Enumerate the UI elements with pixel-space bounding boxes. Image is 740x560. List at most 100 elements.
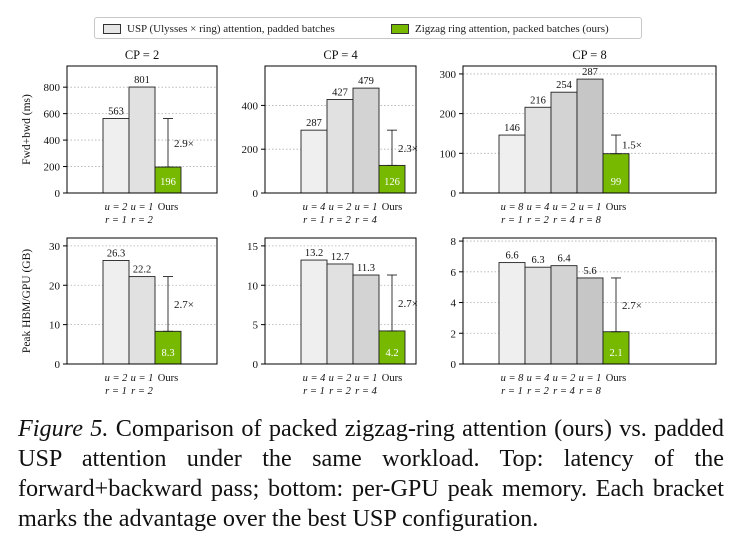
data-label-2-0: 146 — [504, 123, 520, 134]
panel-title-2: CP = 8 — [572, 48, 606, 62]
y-tick-label-0-3: 600 — [44, 109, 61, 121]
y-tick-label-3-0: 0 — [55, 359, 61, 371]
x-tick-label-2-2-0: u = 2 — [553, 202, 577, 213]
panel-title-1: CP = 4 — [323, 48, 358, 62]
x-tick-label-5-3-0: u = 1 — [579, 373, 602, 384]
y-tick-label-4-0: 0 — [253, 359, 259, 371]
x-tick-label-1-1-0: u = 2 — [329, 202, 353, 213]
x-tick-label-5-2-1: r = 4 — [553, 386, 575, 397]
x-tick-label-2-0-0: u = 8 — [501, 202, 525, 213]
y-tick-label-0-1: 200 — [44, 162, 61, 174]
x-tick-label-3-1-1: r = 2 — [131, 386, 153, 397]
y-tick-label-1-0: 0 — [253, 188, 259, 200]
x-tick-label-2-0-1: r = 1 — [501, 215, 523, 226]
x-tick-label-4-2-0: u = 1 — [355, 373, 378, 384]
x-tick-label-2-2-1: r = 4 — [553, 215, 575, 226]
x-tick-label-0-0-0: u = 2 — [105, 202, 129, 213]
bar-3-1 — [128, 276, 156, 365]
bar-0-0 — [102, 118, 130, 194]
x-tick-label-1-2-0: u = 1 — [355, 202, 378, 213]
y-tick-label-5-0: 0 — [451, 359, 457, 371]
y-axis-label-0: Fwd+bwd (ms) — [21, 94, 33, 165]
y-tick-label-3-1: 10 — [49, 320, 61, 332]
data-label-1-1: 427 — [332, 88, 348, 99]
y-tick-label-3-2: 20 — [49, 280, 61, 292]
x-tick-label-3-2-0: Ours — [158, 373, 178, 384]
x-tick-label-0-0-1: r = 1 — [105, 215, 127, 226]
bar-0-1 — [128, 86, 156, 194]
bar-3-0 — [102, 259, 130, 365]
x-tick-label-5-4-0: Ours — [606, 373, 626, 384]
x-tick-label-4-3-0: Ours — [382, 373, 402, 384]
bar-1-3 — [378, 164, 406, 194]
x-tick-label-4-1-0: u = 2 — [329, 373, 353, 384]
x-tick-label-0-1-1: r = 2 — [131, 215, 153, 226]
x-tick-label-5-1-1: r = 2 — [527, 386, 549, 397]
figure-label: Figure 5. — [18, 415, 109, 442]
data-label-1-2: 479 — [358, 76, 374, 87]
legend-label-ours: Zigzag ring attention, packed batches (o… — [415, 22, 609, 35]
y-tick-label-2-1: 100 — [440, 148, 457, 160]
speedup-label-2: 1.5× — [622, 139, 642, 151]
x-tick-label-1-0-1: r = 1 — [303, 215, 325, 226]
legend-item-usp: USP (Ulysses × ring) attention, padded b… — [103, 22, 335, 35]
data-label-5-2: 6.4 — [557, 254, 571, 265]
x-tick-label-5-0-0: u = 8 — [501, 373, 525, 384]
x-tick-label-1-0-0: u = 4 — [303, 202, 327, 213]
data-label-0-2: 196 — [160, 177, 176, 188]
x-tick-label-5-1-0: u = 4 — [527, 373, 551, 384]
panel-title-0: CP = 2 — [125, 48, 159, 62]
data-label-5-3: 5.6 — [583, 266, 596, 277]
y-tick-label-5-4: 8 — [451, 236, 457, 248]
bar-5-3 — [576, 277, 604, 365]
y-tick-label-3-3: 30 — [49, 241, 61, 253]
x-tick-label-3-1-0: u = 1 — [131, 373, 154, 384]
x-tick-label-1-1-1: r = 2 — [329, 215, 351, 226]
plot-frame-4 — [264, 237, 417, 365]
data-label-1-0: 287 — [306, 118, 322, 129]
speedup-label-1: 2.3× — [398, 143, 418, 155]
x-tick-label-5-2-0: u = 2 — [553, 373, 577, 384]
data-label-2-4: 99 — [611, 177, 622, 188]
y-tick-label-1-2: 400 — [242, 100, 259, 112]
x-tick-label-4-0-1: r = 1 — [303, 386, 325, 397]
data-label-4-3: 4.2 — [385, 348, 398, 359]
x-tick-label-5-0-1: r = 1 — [501, 386, 523, 397]
y-tick-label-4-3: 15 — [247, 241, 259, 253]
data-label-3-1: 22.2 — [133, 265, 151, 276]
bar-2-1 — [524, 106, 552, 194]
data-label-1-3: 126 — [384, 177, 400, 188]
plot-frame-2 — [462, 65, 717, 194]
bar-4-0 — [300, 259, 328, 365]
y-tick-label-5-2: 4 — [451, 298, 457, 310]
x-tick-label-4-2-1: r = 4 — [355, 386, 377, 397]
x-tick-label-5-3-1: r = 8 — [579, 386, 601, 397]
bar-2-3 — [576, 78, 604, 194]
plot-frame-5 — [462, 237, 717, 365]
x-tick-label-1-3-0: Ours — [382, 202, 402, 213]
speedup-label-0: 2.9× — [174, 138, 194, 150]
x-tick-label-2-3-0: u = 1 — [579, 202, 602, 213]
x-tick-label-2-1-1: r = 2 — [527, 215, 549, 226]
x-tick-label-0-2-0: Ours — [158, 202, 178, 213]
y-axis-label-3: Peak HBM/GPU (GB) — [21, 249, 33, 353]
y-tick-label-2-2: 200 — [440, 109, 457, 121]
bar-1-0 — [300, 129, 328, 194]
caption-text: Comparison of packed zigzag-ring attenti… — [18, 415, 725, 532]
y-tick-label-0-2: 400 — [44, 135, 61, 147]
x-tick-label-3-0-1: r = 1 — [105, 386, 127, 397]
x-tick-label-3-0-0: u = 2 — [105, 373, 129, 384]
chart-legend: USP (Ulysses × ring) attention, padded b… — [94, 17, 642, 39]
data-label-4-1: 12.7 — [331, 252, 349, 263]
y-tick-label-5-1: 2 — [451, 328, 457, 340]
data-label-0-1: 801 — [134, 75, 150, 86]
data-label-3-2: 8.3 — [161, 348, 174, 359]
speedup-label-5: 2.7× — [622, 300, 642, 312]
bar-2-2 — [550, 91, 578, 194]
plot-frame-0 — [66, 65, 218, 194]
x-tick-label-2-3-1: r = 8 — [579, 215, 601, 226]
data-label-5-0: 6.6 — [505, 251, 518, 262]
legend-label-usp: USP (Ulysses × ring) attention, padded b… — [127, 22, 335, 35]
legend-item-ours: Zigzag ring attention, packed batches (o… — [391, 22, 609, 35]
plot-frame-3 — [66, 237, 218, 365]
